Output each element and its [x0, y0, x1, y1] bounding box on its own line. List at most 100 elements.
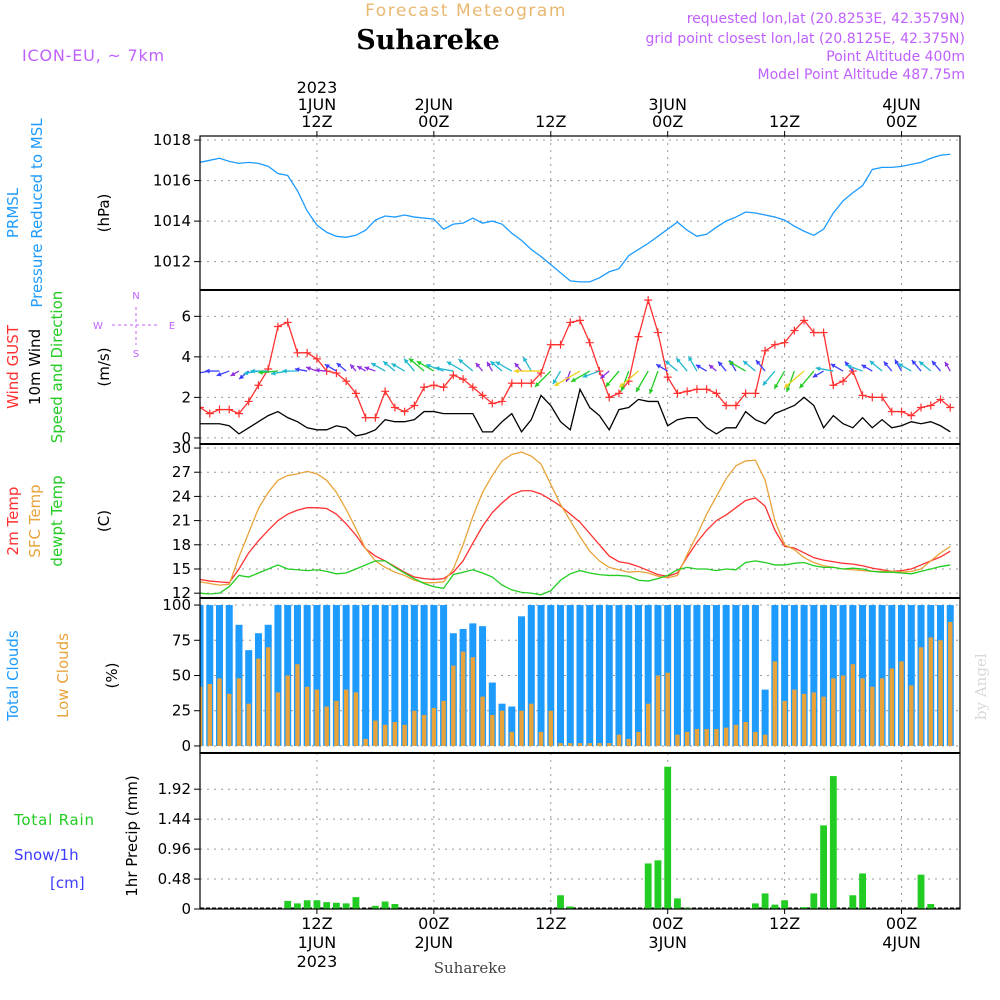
total-cloud-bar	[518, 616, 526, 746]
gust-marker	[858, 391, 867, 400]
wind-arrow-head	[619, 382, 625, 388]
bottom-time-label: 00Z	[886, 914, 917, 933]
gust-marker	[303, 348, 312, 357]
low-cloud-bar	[353, 692, 359, 746]
requested-location: requested lon,lat (20.8253E, 42.3579N)	[687, 11, 965, 27]
y-tick-label: 1014	[153, 212, 191, 230]
low-cloud-bar	[295, 664, 300, 746]
low-cloud-bar	[217, 678, 222, 746]
low-cloud-bar	[597, 743, 602, 746]
total-cloud-bar	[742, 605, 750, 746]
low-cloud-bar	[694, 729, 700, 746]
precip-bar	[664, 766, 672, 909]
low-cloud-bar	[460, 651, 466, 746]
top-year-label: 2023	[297, 78, 338, 97]
y-tick-label: 75	[172, 631, 191, 649]
wind-arrow-head	[861, 364, 867, 370]
bottom-time-label: 12Z	[301, 914, 332, 933]
gust-marker	[273, 322, 282, 331]
total-cloud-bar	[781, 605, 789, 746]
low-cloud-bar	[840, 675, 846, 746]
low-cloud-bar	[899, 661, 904, 746]
top-time-label: 00Z	[652, 112, 683, 131]
gust-marker	[478, 391, 487, 400]
wind-arrow-head	[656, 364, 662, 369]
wind-arrow-head	[883, 361, 889, 367]
low-cloud-bar	[490, 714, 495, 746]
wind-arrow-head	[250, 368, 255, 374]
wind-arrow-head	[944, 361, 950, 367]
wind-arrow-head	[364, 366, 370, 371]
panel-frame	[199, 135, 961, 291]
low-cloud-bar	[655, 675, 661, 746]
compass-east: E	[169, 321, 175, 332]
wind-arrow-head	[708, 364, 714, 370]
series-line-wind-gust	[200, 297, 951, 419]
wind-arrow-head	[404, 358, 409, 364]
low-cloud-bar	[723, 727, 729, 746]
total-cloud-bar	[576, 605, 584, 746]
total-cloud-bar	[790, 605, 798, 746]
y-tick-label: 1016	[153, 172, 191, 190]
top-date-label: 3JUN	[648, 95, 687, 114]
gust-marker	[712, 389, 721, 398]
wind-arrow-head	[919, 361, 925, 366]
panel-frame	[199, 752, 961, 910]
wind-arrow-head	[205, 368, 210, 374]
y-tick-label: 1.44	[158, 810, 191, 828]
low-cloud-bar	[850, 664, 856, 746]
gust-marker	[200, 403, 204, 412]
total-cloud-bar	[683, 605, 691, 746]
wind-arrow-head	[785, 387, 791, 393]
compass-north: N	[132, 291, 139, 302]
wind-arrow-head	[762, 380, 768, 386]
low-cloud-bar	[753, 731, 758, 746]
total-cloud-bar	[410, 605, 418, 746]
gust-marker	[420, 383, 429, 392]
total-cloud-bar	[342, 605, 350, 746]
total-cloud-bar	[712, 605, 720, 746]
compass-south: S	[133, 349, 139, 360]
gust-marker	[381, 387, 390, 396]
precip-bar	[566, 906, 574, 909]
low-cloud-bar	[509, 731, 514, 746]
gust-marker	[537, 369, 546, 378]
wind-arrow-head	[230, 371, 236, 376]
wind-arrow-head	[844, 361, 850, 367]
total-cloud-bar	[440, 605, 448, 746]
total-cloud-bar	[800, 605, 808, 746]
wind-arrow-head	[648, 388, 654, 394]
precip-bar	[381, 901, 389, 909]
wind-arrow-head	[571, 377, 577, 382]
gust-marker	[361, 413, 370, 422]
wind-arrow-head	[894, 359, 900, 365]
panel-frame	[199, 289, 961, 445]
gust-marker	[351, 389, 360, 398]
low-cloud-bar	[538, 731, 544, 746]
gust-marker	[809, 328, 818, 337]
low-cloud-bar	[772, 661, 778, 746]
y-tick-label: 25	[172, 702, 191, 720]
precip-bar	[810, 893, 818, 909]
gust-marker	[673, 389, 682, 398]
low-cloud-bar	[499, 710, 505, 746]
wind-arrow-head	[869, 360, 875, 366]
total-cloud-bar	[751, 605, 759, 746]
total-cloud-bar	[615, 605, 623, 746]
gust-marker	[371, 413, 380, 422]
low-cloud-bar	[207, 683, 212, 746]
gust-marker	[761, 346, 770, 355]
wind-arrow-head	[306, 366, 311, 371]
precip-bar	[333, 902, 340, 909]
precip-bar	[683, 907, 691, 909]
total-cloud-bar	[566, 605, 574, 746]
wind-arrow-head	[743, 360, 748, 366]
y-tick-label: 30	[172, 439, 191, 457]
wind-arrow-head	[336, 363, 342, 368]
total-cloud-bar	[673, 605, 681, 746]
low-cloud-bar	[665, 672, 670, 746]
total-cloud-bar	[557, 605, 565, 746]
low-cloud-bar	[889, 668, 894, 746]
precip-bar	[371, 905, 379, 909]
wind-arrow-head	[552, 379, 558, 385]
